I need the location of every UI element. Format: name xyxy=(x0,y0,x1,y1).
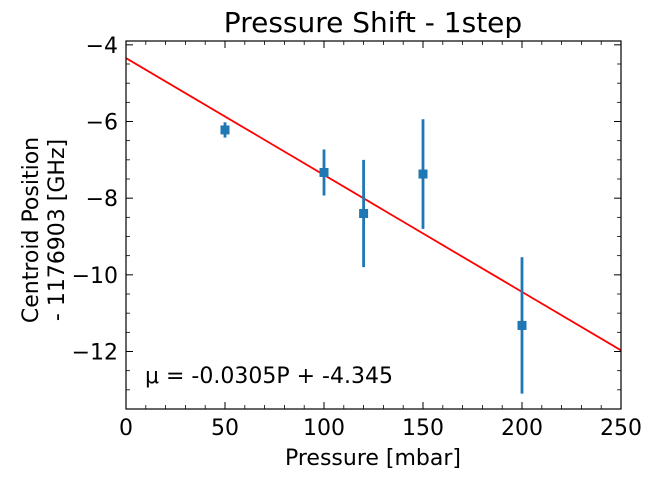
chart-title: Pressure Shift - 1step xyxy=(224,6,522,39)
data-point-1 xyxy=(319,167,329,177)
x-tick-label-1: 50 xyxy=(211,416,239,441)
y-axis-label-line-2: - 1176903 [GHz] xyxy=(45,139,70,321)
x-tick-label-5: 250 xyxy=(600,416,642,441)
y-tick-label-0: −4 xyxy=(86,34,118,59)
data-point-2 xyxy=(359,209,369,218)
plot-frame xyxy=(125,40,622,410)
y-tick-label-1: −6 xyxy=(86,111,118,136)
data-point-3 xyxy=(418,169,428,179)
plot-area xyxy=(126,57,621,394)
data-point-4 xyxy=(517,320,527,330)
x-tick-label-2: 100 xyxy=(303,416,345,441)
axis-ticks: 0 50 100 150 200 250 −4 −6 −8 −10 −12 xyxy=(72,34,642,441)
y-tick-label-3: −10 xyxy=(72,264,118,289)
y-axis-label: Centroid Position - 1176903 [GHz] xyxy=(19,137,70,323)
y-axis-label-line-1: Centroid Position xyxy=(19,137,44,323)
x-tick-label-0: 0 xyxy=(119,416,133,441)
y-tick-label-4: −12 xyxy=(72,341,118,366)
y-tick-label-2: −8 xyxy=(86,187,118,212)
x-tick-label-4: 200 xyxy=(501,416,543,441)
x-tick-label-3: 150 xyxy=(402,416,444,441)
x-axis-label: Pressure [mbar] xyxy=(285,446,461,471)
data-point-0 xyxy=(220,125,230,135)
fit-annotation: μ = -0.0305P + -4.345 xyxy=(145,364,393,389)
fit-line xyxy=(126,57,621,352)
